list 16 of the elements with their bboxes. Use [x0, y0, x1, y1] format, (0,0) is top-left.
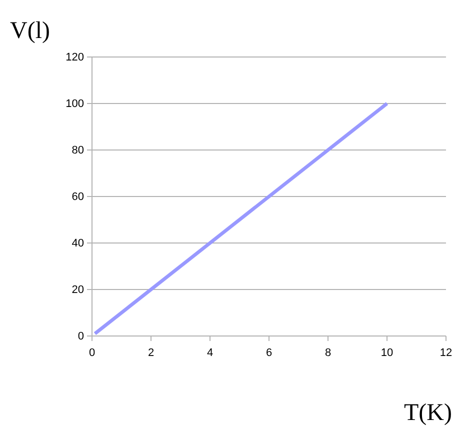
- x-tick-label: 12: [440, 347, 452, 360]
- x-tick-label: 0: [88, 347, 96, 360]
- y-tick-label: 0: [78, 330, 84, 343]
- y-axis-title: V(l): [10, 18, 50, 44]
- x-tick-label: 10: [380, 347, 394, 360]
- y-tick-label: 60: [72, 191, 84, 204]
- x-tick-label: 8: [324, 347, 332, 360]
- x-tick-label: 2: [148, 347, 154, 360]
- y-tick-label: 100: [66, 98, 84, 110]
- x-tick-label: 6: [266, 347, 272, 360]
- y-tick-label: 120: [66, 52, 84, 64]
- y-tick-label: 40: [72, 238, 84, 250]
- y-tick-label: 20: [72, 284, 84, 296]
- x-tick-label: 4: [206, 347, 214, 360]
- x-axis-title: T(K): [404, 400, 452, 426]
- y-tick-label: 80: [72, 144, 84, 157]
